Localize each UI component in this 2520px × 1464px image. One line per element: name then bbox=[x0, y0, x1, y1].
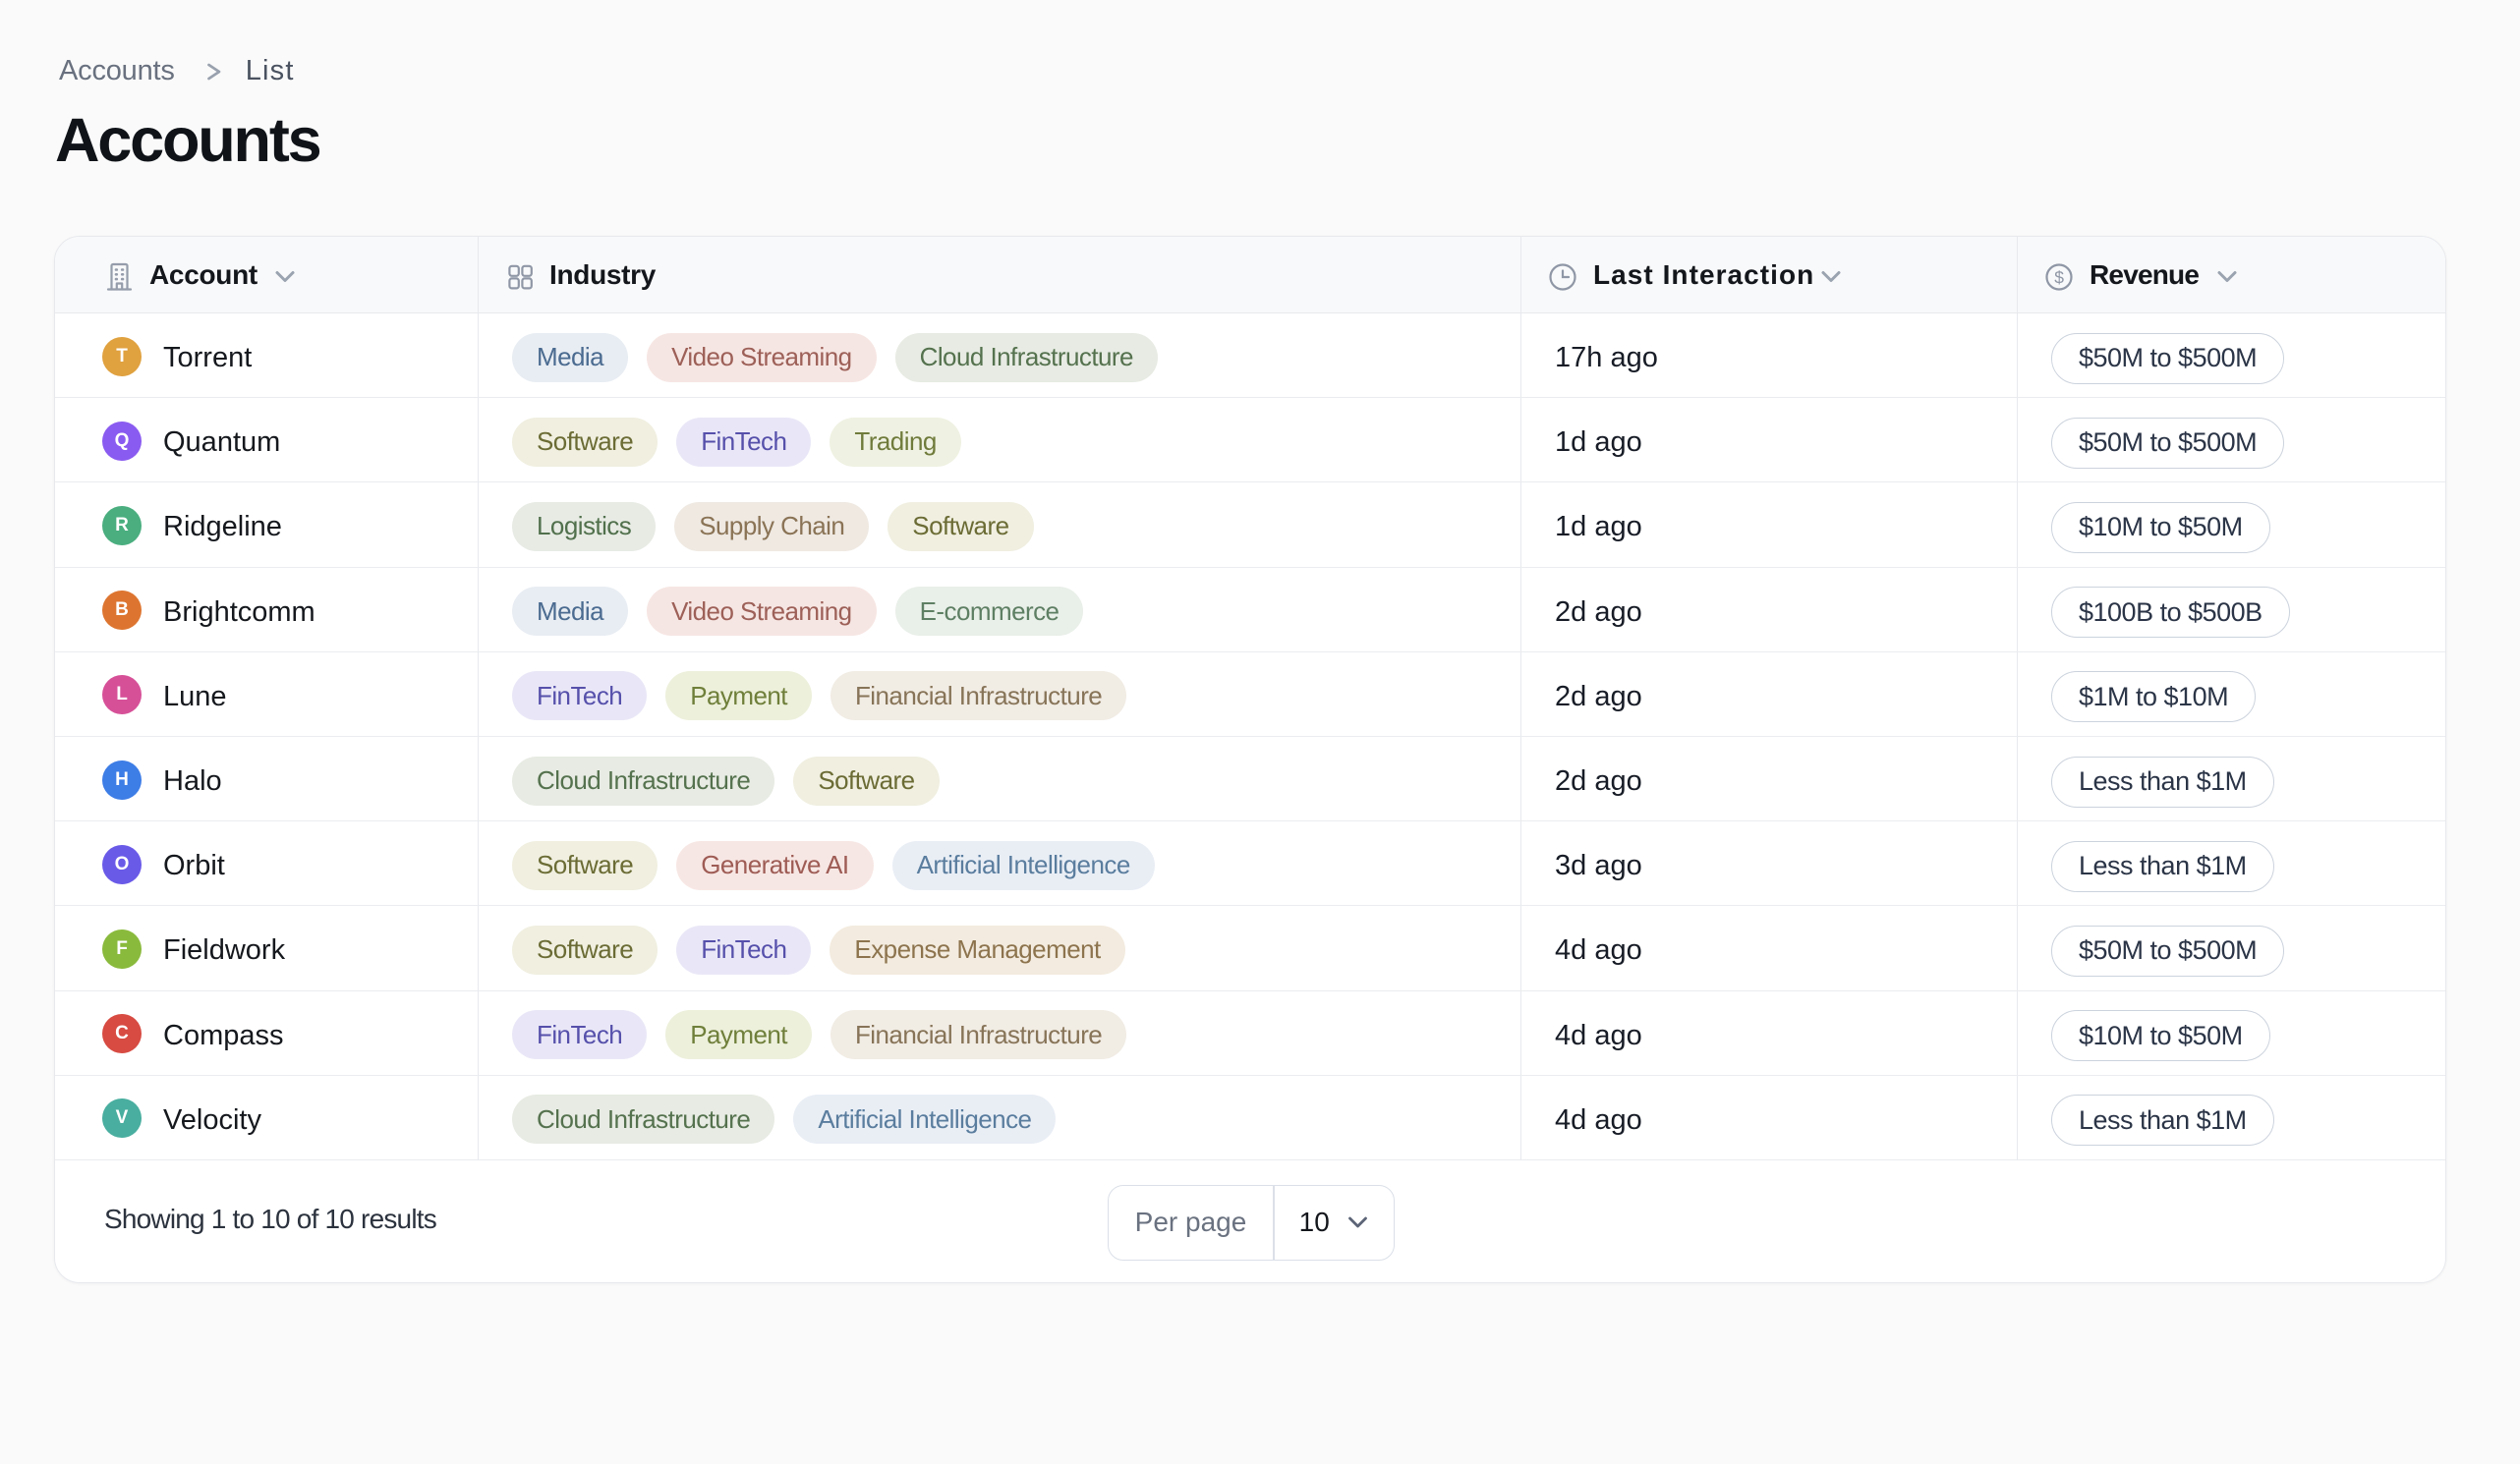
svg-text:$: $ bbox=[2054, 267, 2064, 287]
